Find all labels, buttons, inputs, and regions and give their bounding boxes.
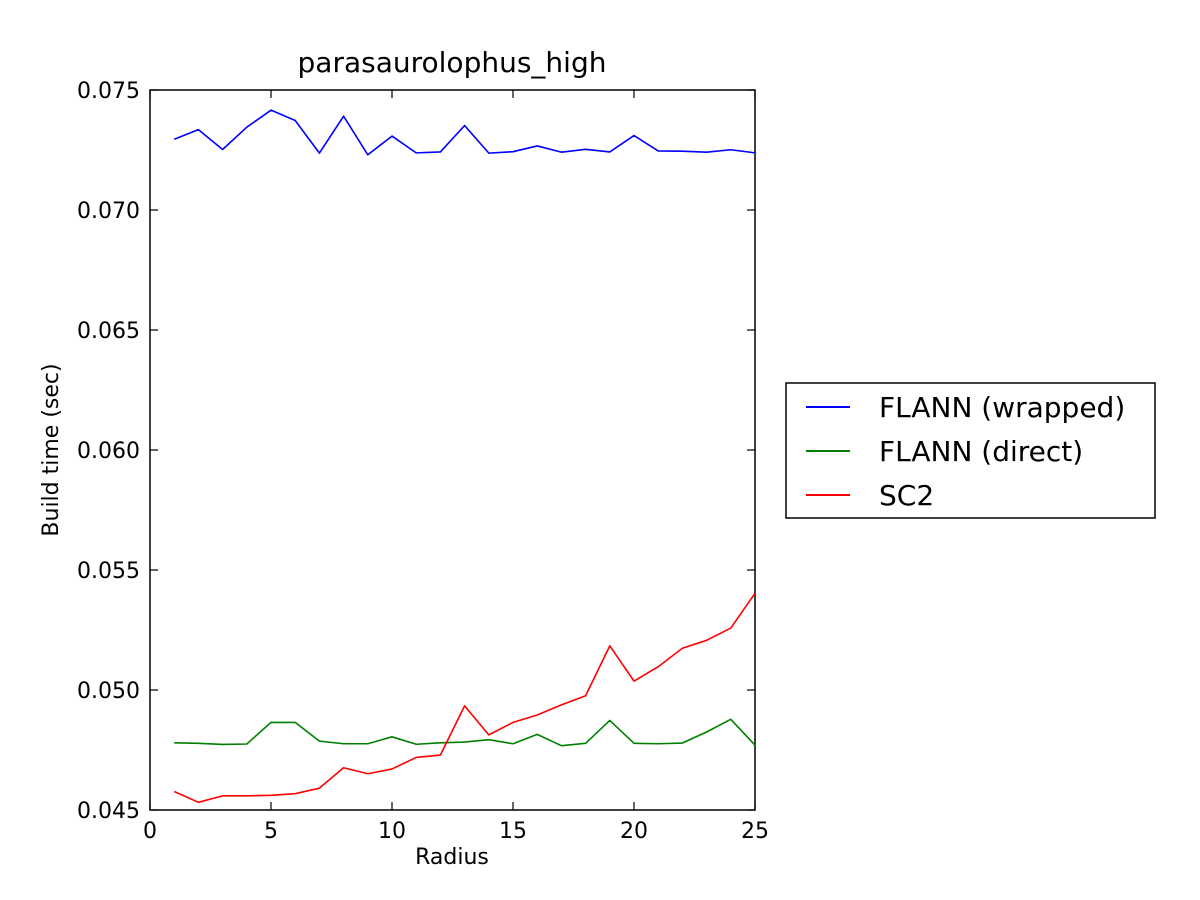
chart-title: parasaurolophus_high	[298, 46, 607, 79]
y-tick-label: 0.045	[77, 799, 140, 824]
x-tick-label: 15	[499, 819, 527, 844]
y-axis-label: Build time (sec)	[39, 363, 64, 536]
tick-layer	[149, 89, 756, 811]
plot-frame	[149, 89, 756, 811]
legend-label-sc2: SC2	[879, 479, 934, 512]
y-tick-label: 0.065	[77, 319, 140, 344]
y-tick-label: 0.070	[77, 199, 140, 224]
y-tick-label: 0.055	[77, 559, 140, 584]
plot-area	[149, 89, 756, 811]
x-tick-label: 25	[741, 819, 769, 844]
series-line-flann-direct	[174, 718, 756, 747]
y-tick-label: 0.050	[77, 679, 140, 704]
y-tick-label: 0.060	[77, 439, 140, 464]
x-tick-label: 0	[143, 819, 157, 844]
series-line-sc2	[173, 592, 756, 804]
series-line-flann-wrapped	[173, 109, 756, 156]
x-axis-label: Radius	[415, 845, 489, 870]
legend: FLANN (wrapped) FLANN (direct) SC2	[785, 382, 1156, 519]
x-tick-label: 20	[620, 819, 648, 844]
x-tick-label: 5	[264, 819, 278, 844]
y-tick-label: 0.075	[77, 79, 140, 104]
x-tick-label: 10	[378, 819, 406, 844]
legend-label-flann-wrapped: FLANN (wrapped)	[879, 391, 1125, 424]
series-layer	[173, 109, 756, 804]
legend-label-flann-direct: FLANN (direct)	[879, 435, 1083, 468]
